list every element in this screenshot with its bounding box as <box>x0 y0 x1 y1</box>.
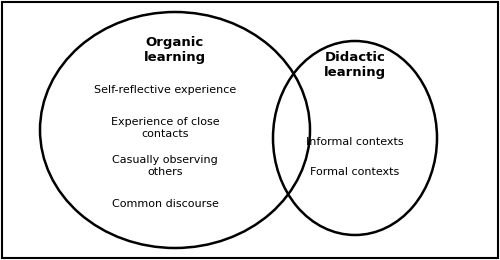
Text: Organic
learning: Organic learning <box>144 36 206 64</box>
Text: Experience of close
contacts: Experience of close contacts <box>110 117 220 139</box>
Text: Common discourse: Common discourse <box>112 199 218 209</box>
Text: Casually observing
others: Casually observing others <box>112 155 218 177</box>
Text: Formal contexts: Formal contexts <box>310 167 400 177</box>
Text: Didactic
learning: Didactic learning <box>324 51 386 79</box>
Ellipse shape <box>40 12 310 248</box>
Text: Self-reflective experience: Self-reflective experience <box>94 85 236 95</box>
Ellipse shape <box>273 41 437 235</box>
Text: Informal contexts: Informal contexts <box>306 137 404 147</box>
